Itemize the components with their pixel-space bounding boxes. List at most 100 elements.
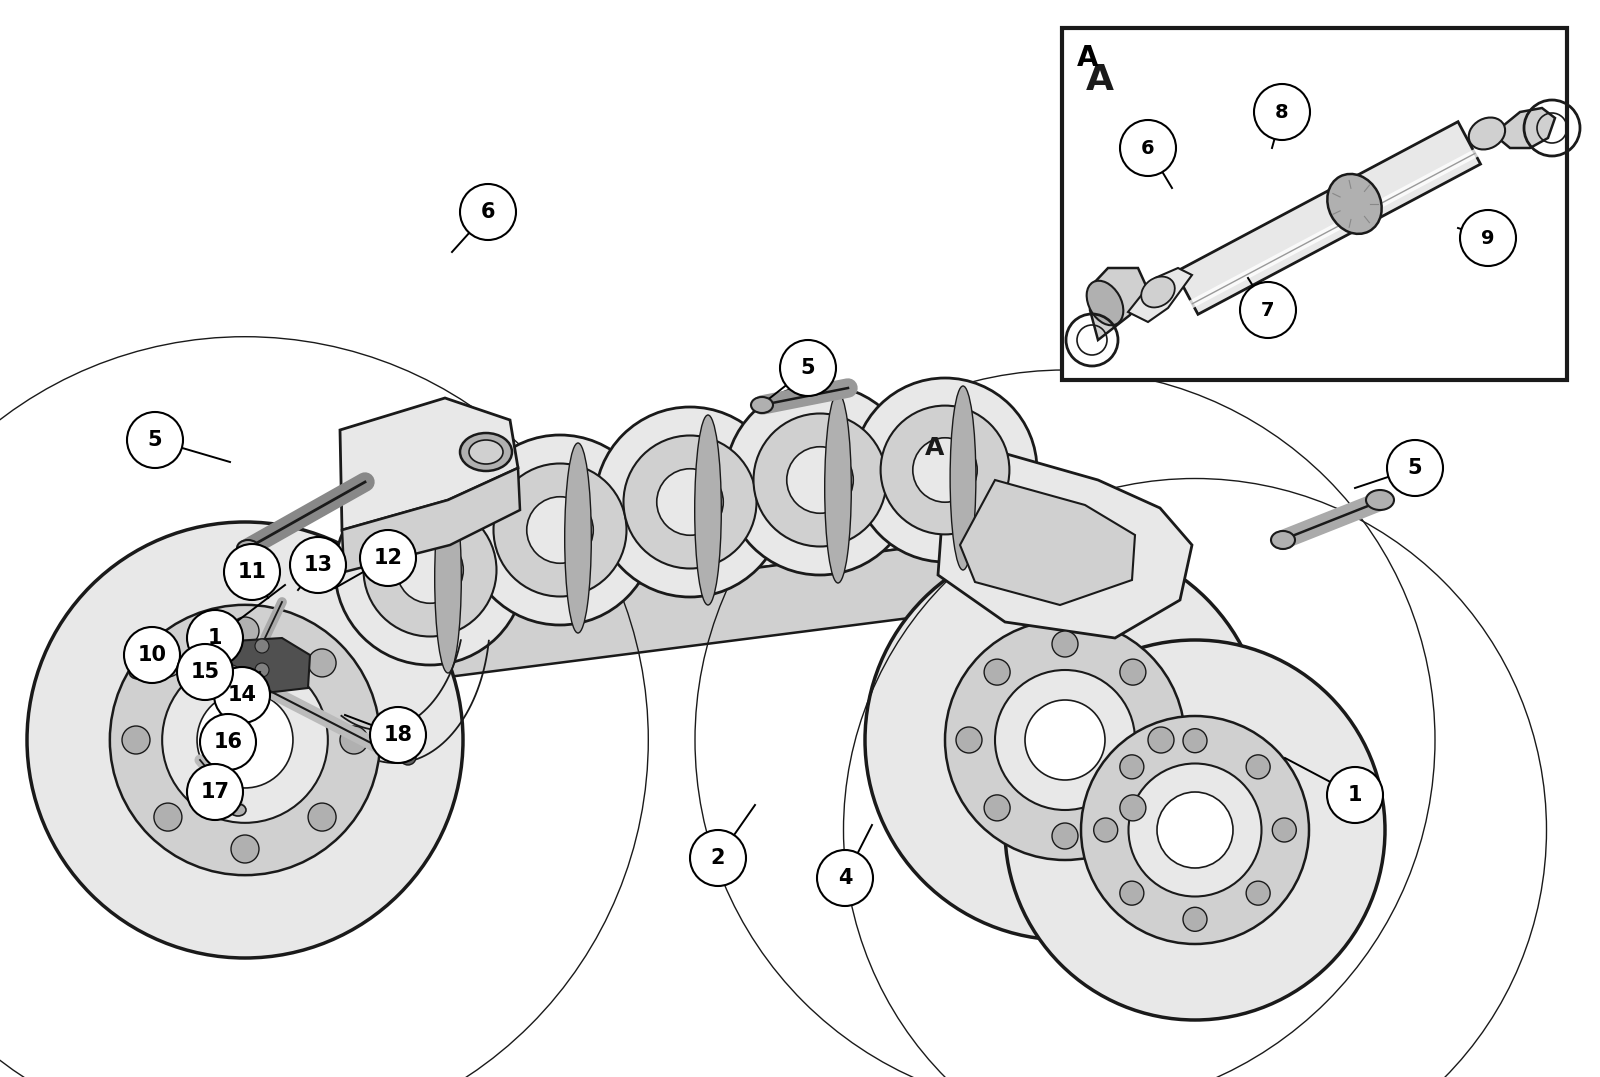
Circle shape: [178, 644, 234, 700]
Circle shape: [1120, 795, 1146, 821]
Circle shape: [818, 850, 874, 906]
Ellipse shape: [912, 437, 978, 502]
Ellipse shape: [946, 620, 1186, 861]
Circle shape: [370, 707, 426, 763]
Ellipse shape: [461, 433, 512, 471]
Circle shape: [1120, 755, 1144, 779]
Text: 5: 5: [1408, 458, 1422, 478]
Polygon shape: [1176, 122, 1480, 314]
Text: 9: 9: [1482, 228, 1494, 248]
Text: 18: 18: [384, 725, 413, 745]
Ellipse shape: [853, 378, 1037, 562]
Circle shape: [461, 184, 515, 240]
Circle shape: [214, 667, 270, 723]
Circle shape: [290, 537, 346, 593]
Text: 15: 15: [190, 662, 219, 682]
Text: 6: 6: [480, 202, 496, 222]
Ellipse shape: [493, 463, 627, 597]
Ellipse shape: [656, 468, 723, 535]
Circle shape: [230, 617, 259, 645]
Circle shape: [230, 835, 259, 863]
Circle shape: [187, 764, 243, 820]
Ellipse shape: [694, 415, 722, 605]
Ellipse shape: [880, 406, 1010, 534]
Text: 14: 14: [227, 685, 256, 705]
Text: 1: 1: [1347, 785, 1362, 805]
Ellipse shape: [950, 386, 976, 570]
Circle shape: [226, 641, 238, 655]
Ellipse shape: [565, 443, 592, 633]
Ellipse shape: [363, 504, 496, 637]
Circle shape: [1246, 755, 1270, 779]
Circle shape: [1387, 440, 1443, 496]
Circle shape: [1246, 881, 1270, 905]
Polygon shape: [339, 398, 518, 530]
Circle shape: [1053, 631, 1078, 657]
Circle shape: [690, 830, 746, 886]
Ellipse shape: [334, 475, 525, 665]
Circle shape: [200, 714, 256, 770]
Circle shape: [1272, 819, 1296, 842]
Ellipse shape: [754, 414, 886, 546]
Text: A: A: [1086, 62, 1114, 97]
Ellipse shape: [866, 540, 1266, 940]
Text: 5: 5: [147, 430, 162, 450]
Circle shape: [984, 659, 1010, 685]
Ellipse shape: [787, 447, 853, 514]
Ellipse shape: [995, 670, 1134, 810]
Ellipse shape: [1157, 792, 1234, 868]
Ellipse shape: [397, 536, 464, 603]
Text: 10: 10: [138, 645, 166, 665]
Circle shape: [254, 663, 269, 677]
Circle shape: [1120, 120, 1176, 176]
Circle shape: [309, 649, 336, 677]
Circle shape: [1182, 729, 1206, 753]
Circle shape: [1254, 84, 1310, 140]
Circle shape: [122, 726, 150, 754]
Ellipse shape: [1128, 764, 1261, 896]
Polygon shape: [1090, 268, 1149, 340]
Ellipse shape: [27, 522, 462, 959]
Text: 6: 6: [1141, 139, 1155, 157]
Circle shape: [1120, 659, 1146, 685]
Text: 13: 13: [304, 555, 333, 575]
Ellipse shape: [435, 482, 461, 673]
Text: A: A: [1077, 44, 1099, 72]
Polygon shape: [1498, 108, 1555, 148]
Polygon shape: [342, 468, 520, 572]
Ellipse shape: [725, 384, 915, 575]
Ellipse shape: [750, 397, 773, 412]
Ellipse shape: [1005, 640, 1386, 1020]
Circle shape: [187, 610, 243, 666]
Circle shape: [984, 795, 1010, 821]
Circle shape: [154, 649, 182, 677]
Ellipse shape: [526, 496, 594, 563]
Text: 16: 16: [213, 732, 243, 752]
Circle shape: [1094, 819, 1118, 842]
Polygon shape: [218, 638, 310, 695]
Text: 11: 11: [237, 562, 267, 582]
Ellipse shape: [237, 540, 259, 556]
Text: 8: 8: [1275, 102, 1290, 122]
Circle shape: [254, 639, 269, 653]
Circle shape: [154, 803, 182, 831]
Circle shape: [1053, 823, 1078, 849]
Circle shape: [224, 544, 280, 600]
Circle shape: [400, 749, 416, 765]
Circle shape: [1240, 282, 1296, 338]
Circle shape: [1459, 210, 1517, 266]
Bar: [1062, 28, 1566, 380]
Ellipse shape: [162, 657, 328, 823]
Ellipse shape: [1270, 531, 1294, 549]
Circle shape: [339, 726, 368, 754]
Circle shape: [125, 627, 179, 683]
Ellipse shape: [1141, 277, 1174, 307]
Circle shape: [781, 340, 835, 396]
Ellipse shape: [824, 393, 851, 583]
Polygon shape: [1128, 268, 1192, 322]
Ellipse shape: [1082, 716, 1309, 945]
Ellipse shape: [466, 435, 654, 625]
Text: 5: 5: [800, 358, 816, 378]
Circle shape: [1182, 907, 1206, 932]
Text: A: A: [925, 436, 944, 460]
